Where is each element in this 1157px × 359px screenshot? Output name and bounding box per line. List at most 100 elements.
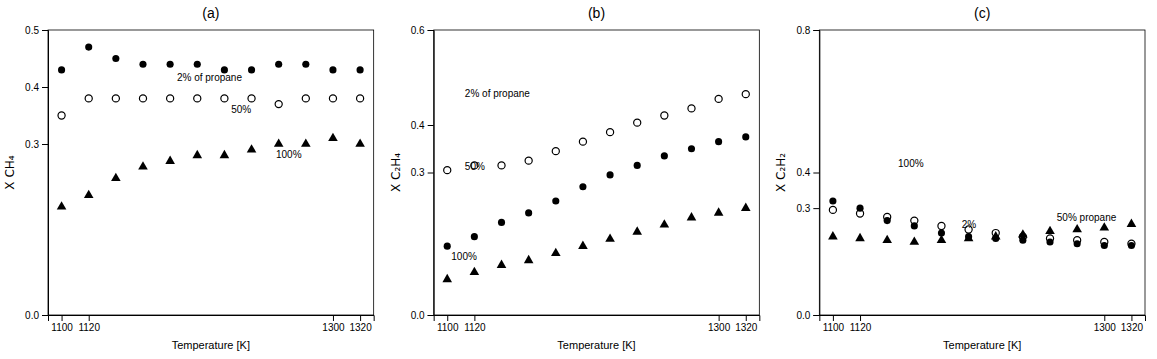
y-axis-tick: 0.3 xyxy=(411,167,434,178)
point xyxy=(1101,238,1108,245)
y-axis-tick: 0.0 xyxy=(411,310,434,321)
point xyxy=(165,156,175,164)
y-axis-line xyxy=(813,31,820,316)
panel-title: (b) xyxy=(588,5,605,21)
point xyxy=(194,95,201,102)
x-axis-tick-mark xyxy=(474,315,475,321)
x-axis-tick-mark xyxy=(360,315,361,321)
y-axis-title: X C₂H₄ xyxy=(389,153,403,192)
x-axis-tick: 1100 xyxy=(823,315,845,333)
point xyxy=(444,243,451,250)
y-axis-tick-label: 0.8 xyxy=(796,25,810,36)
panel: 11001120130013200.00.30.40.82%50% propan… xyxy=(774,5,1145,351)
point xyxy=(882,235,892,243)
x-axis-tick-label: 1320 xyxy=(349,322,372,333)
x-axis-line xyxy=(49,316,375,322)
point xyxy=(661,112,668,119)
point xyxy=(139,61,146,68)
y-axis-tick: 0.8 xyxy=(796,25,819,36)
y-axis: 0.00.30.40.6 xyxy=(411,25,434,321)
annotation: 50% xyxy=(465,161,485,172)
point xyxy=(607,129,614,136)
x-axis-tick-mark xyxy=(1131,315,1132,321)
x-axis-tick: 1320 xyxy=(1121,315,1144,333)
x-axis-tick: 1320 xyxy=(735,315,758,333)
x-axis-line xyxy=(434,316,760,322)
point xyxy=(329,66,336,73)
plot-frame xyxy=(819,30,1145,315)
point xyxy=(1072,224,1082,232)
point xyxy=(302,61,309,68)
annotation: 100% xyxy=(898,158,924,169)
point xyxy=(220,150,230,158)
plot-frame xyxy=(434,30,760,315)
point xyxy=(964,233,974,241)
point xyxy=(829,206,836,213)
x-axis-tick: 1300 xyxy=(708,315,731,333)
y-axis-tick: 0.0 xyxy=(796,310,819,321)
x-axis-title: Temperature [K] xyxy=(557,339,635,351)
marks xyxy=(57,44,365,210)
x-axis-tick-mark xyxy=(89,315,90,321)
point xyxy=(471,233,478,240)
point xyxy=(688,105,695,112)
x-axis-title: Temperature [K] xyxy=(172,339,250,351)
series xyxy=(58,44,364,74)
point xyxy=(357,66,364,73)
x-axis-tick-mark xyxy=(833,315,834,321)
point xyxy=(274,138,284,146)
point xyxy=(301,138,311,146)
point xyxy=(525,157,532,164)
annotations: 2% of propane50%100% xyxy=(451,88,530,263)
point xyxy=(551,248,561,256)
annotation: 100% xyxy=(451,251,477,262)
point xyxy=(138,161,148,169)
y-axis-tick: 0.4 xyxy=(411,120,434,131)
point xyxy=(444,167,451,174)
y-axis-line xyxy=(428,31,435,316)
point xyxy=(1045,226,1055,234)
point xyxy=(579,183,586,190)
annotation: 2% of propane xyxy=(177,72,242,83)
y-axis-tick-mark xyxy=(42,30,48,31)
y-axis-tick: 0.4 xyxy=(25,82,48,93)
x-axis-tick-mark xyxy=(1104,315,1105,321)
point xyxy=(715,95,722,102)
point xyxy=(828,231,838,239)
y-axis-tick-mark xyxy=(428,30,434,31)
y-axis-tick: 0.3 xyxy=(25,139,48,150)
x-axis-tick-mark xyxy=(62,315,63,321)
point xyxy=(1128,240,1135,247)
point xyxy=(497,260,507,268)
y-axis-tick-label: 0.3 xyxy=(25,139,39,150)
point xyxy=(579,138,586,145)
point xyxy=(661,152,668,159)
point xyxy=(911,217,918,224)
point xyxy=(1127,219,1137,227)
x-axis-tick-mark xyxy=(719,315,720,321)
point xyxy=(84,190,94,198)
point xyxy=(275,61,282,68)
x-axis: 1100112013001320 xyxy=(434,315,760,333)
point xyxy=(355,138,365,146)
x-axis-tick: 1100 xyxy=(51,315,73,333)
y-axis-tick-mark xyxy=(428,173,434,174)
point xyxy=(357,95,364,102)
x-axis-tick-label: 1300 xyxy=(322,322,345,333)
panel: 11001120130013200.00.30.40.62% of propan… xyxy=(389,5,760,351)
x-axis-tick: 1120 xyxy=(464,315,486,333)
point xyxy=(498,162,505,169)
point xyxy=(1018,229,1028,237)
y-axis-tick-label: 0.3 xyxy=(411,167,425,178)
point xyxy=(85,44,92,51)
series xyxy=(442,203,750,283)
y-axis-tick-label: 0.0 xyxy=(25,310,39,321)
point xyxy=(660,219,670,227)
y-axis-tick-label: 0.0 xyxy=(411,310,425,321)
point xyxy=(741,203,751,211)
annotations: 2% of propane50%100% xyxy=(177,72,302,160)
point xyxy=(742,91,749,98)
point xyxy=(58,66,65,73)
y-axis-title: X C₂H₂ xyxy=(774,153,788,192)
y-axis-tick-label: 0.4 xyxy=(411,120,425,131)
